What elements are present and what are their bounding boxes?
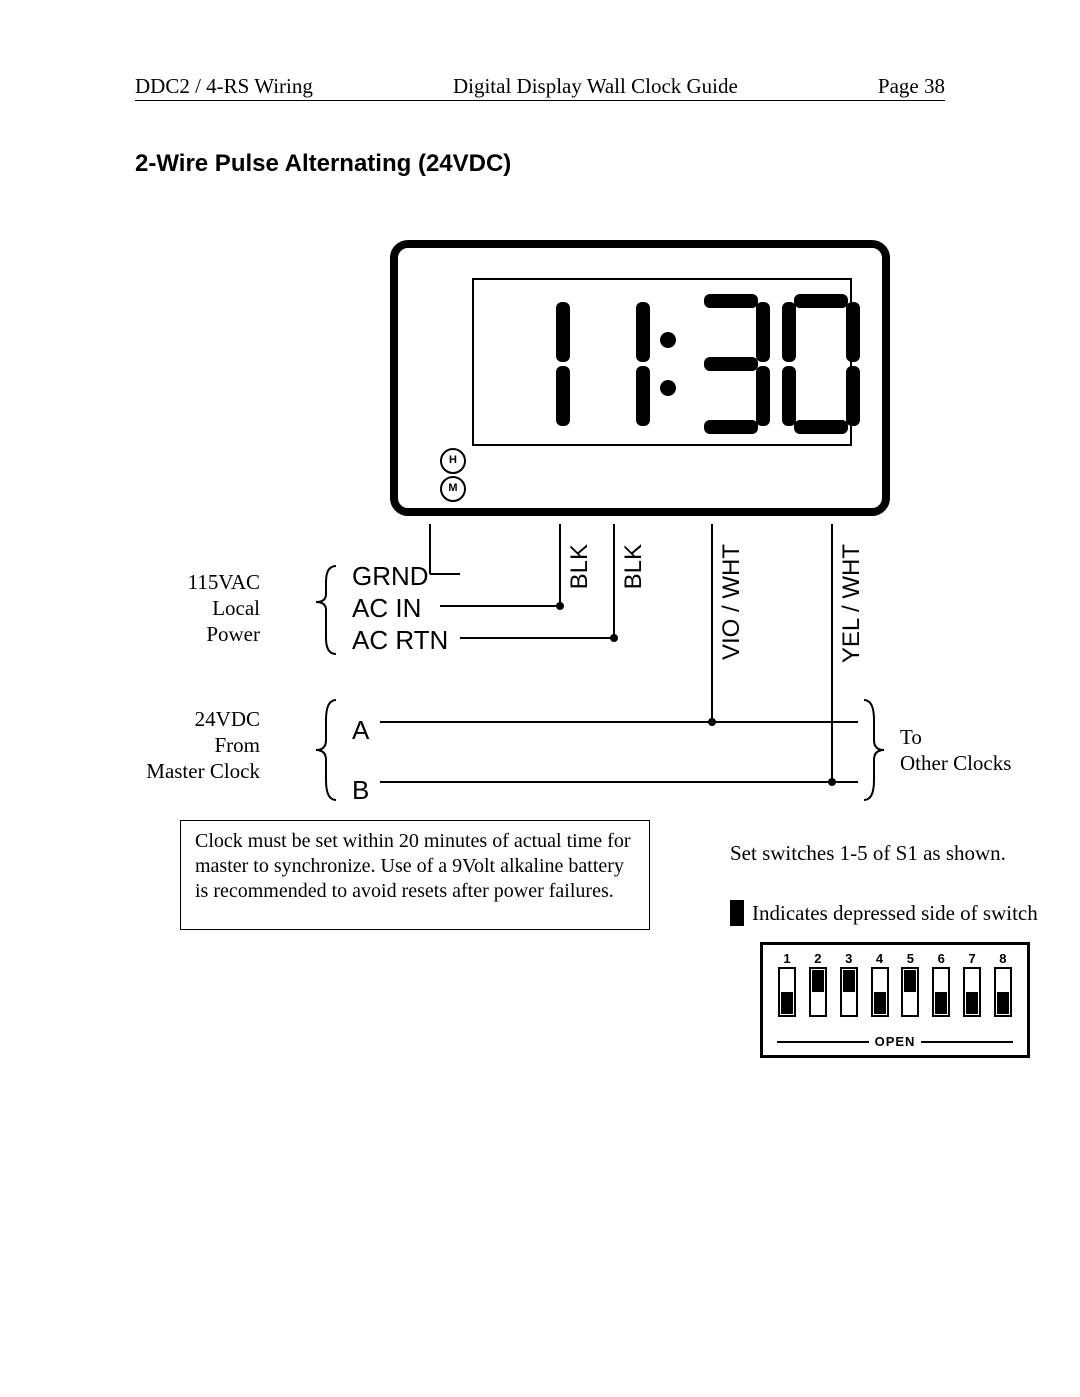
wire-label-blk1: BLK [566, 544, 594, 589]
dip-slot [994, 967, 1012, 1017]
dip-knob [874, 992, 886, 1014]
dip-number: 8 [999, 951, 1006, 967]
caption-line: Other Clocks [900, 750, 1040, 776]
clock-body: H M [390, 240, 890, 516]
terminal-grnd: GRND [352, 560, 448, 592]
dip-number: 7 [968, 951, 975, 967]
dip-open-line-left [777, 1041, 869, 1043]
dip-knob [935, 992, 947, 1014]
dip-number: 4 [876, 951, 883, 967]
indicator-icon [730, 900, 744, 926]
dip-number: 2 [814, 951, 821, 967]
caption-line: Power [150, 621, 260, 647]
minute-button[interactable]: M [440, 476, 466, 502]
clock-digit [572, 294, 650, 434]
caption-line: From [130, 732, 260, 758]
header-rule [135, 100, 945, 101]
dip-knob [781, 992, 793, 1014]
clock-digits [492, 294, 872, 434]
dip-slot [963, 967, 981, 1017]
signal-terminals: A B [352, 700, 369, 820]
dip-number: 3 [845, 951, 852, 967]
sync-note: Clock must be set within 20 minutes of a… [180, 820, 650, 930]
switch-legend-text: Indicates depressed side of switch [752, 900, 1038, 926]
wire-label-yel: YEL / WHT [838, 544, 866, 663]
clock-digit [692, 294, 770, 434]
clock-digit [492, 294, 570, 434]
dip-number: 6 [938, 951, 945, 967]
dip-switch-6[interactable]: 6 [929, 951, 953, 1023]
wire-label-vio: VIO / WHT [718, 544, 746, 660]
dip-switch-3[interactable]: 3 [837, 951, 861, 1023]
master-clock-caption: 24VDC From Master Clock [130, 706, 260, 784]
dip-switch-8[interactable]: 8 [991, 951, 1015, 1023]
dip-number: 5 [907, 951, 914, 967]
dip-slot [932, 967, 950, 1017]
power-terminals: GRND AC IN AC RTN [352, 560, 448, 656]
dip-switch-1[interactable]: 1 [775, 951, 799, 1023]
dip-open-line-right [921, 1041, 1013, 1043]
header-left: DDC2 / 4-RS Wiring [135, 74, 313, 99]
section-title: 2-Wire Pulse Alternating (24VDC) [135, 150, 511, 178]
dip-slot [778, 967, 796, 1017]
page: DDC2 / 4-RS Wiring Digital Display Wall … [0, 0, 1080, 1397]
caption-line: 115VAC [150, 569, 260, 595]
terminal-b: B [352, 760, 369, 820]
dip-open-label: OPEN [875, 1034, 916, 1049]
dip-knob [904, 970, 916, 992]
dip-open-row: OPEN [777, 1034, 1013, 1049]
dip-slot [809, 967, 827, 1017]
hour-button[interactable]: H [440, 448, 466, 474]
clock-colon [660, 294, 678, 434]
dip-switch-5[interactable]: 5 [898, 951, 922, 1023]
wire-label-blk2: BLK [620, 544, 648, 589]
caption-line: To [900, 724, 1040, 750]
dip-switch-2[interactable]: 2 [806, 951, 830, 1023]
caption-line: Local [150, 595, 260, 621]
dip-slot [901, 967, 919, 1017]
caption-line: Master Clock [130, 758, 260, 784]
dip-switch-row: 1 2 3 4 5 6 7 8 [775, 951, 1015, 1023]
header-right: Page 38 [878, 74, 945, 99]
terminal-a: A [352, 700, 369, 760]
header-center: Digital Display Wall Clock Guide [453, 74, 738, 99]
dip-switch-4[interactable]: 4 [868, 951, 892, 1023]
dip-slot [871, 967, 889, 1017]
dip-switch: 1 2 3 4 5 6 7 8 OPEN [760, 942, 1030, 1058]
dip-slot [840, 967, 858, 1017]
local-power-caption: 115VAC Local Power [150, 569, 260, 647]
dip-knob [966, 992, 978, 1014]
page-header: DDC2 / 4-RS Wiring Digital Display Wall … [135, 74, 945, 99]
clock-digit [782, 294, 860, 434]
dip-switch-7[interactable]: 7 [960, 951, 984, 1023]
dip-knob [997, 992, 1009, 1014]
dip-knob [812, 970, 824, 992]
switch-legend: Indicates depressed side of switch [730, 900, 1038, 926]
terminal-acin: AC IN [352, 592, 448, 624]
terminal-acrtn: AC RTN [352, 624, 448, 656]
dip-number: 1 [783, 951, 790, 967]
to-other-clocks-label: To Other Clocks [900, 724, 1040, 776]
caption-line: 24VDC [130, 706, 260, 732]
switch-instruction: Set switches 1-5 of S1 as shown. [730, 840, 1006, 866]
dip-knob [843, 970, 855, 992]
